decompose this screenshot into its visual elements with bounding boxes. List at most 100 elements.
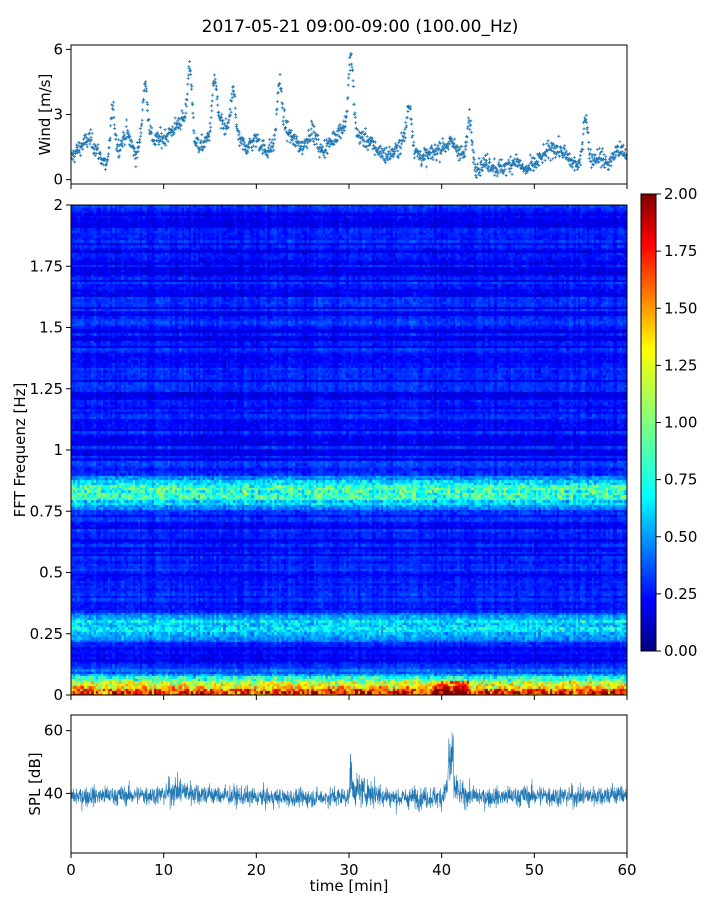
wind-point [101, 163, 105, 167]
wind-point [99, 152, 103, 156]
wind-point [89, 128, 93, 132]
wind-point [602, 153, 606, 157]
wind-point [209, 104, 213, 108]
wind-point [624, 153, 627, 157]
wind-point [525, 164, 529, 168]
wind-point [397, 141, 401, 145]
wind-point [316, 134, 320, 138]
wind-point [280, 106, 284, 110]
wind-point [488, 160, 492, 164]
spl-xtick-label: 10 [154, 861, 173, 879]
wind-point [500, 158, 504, 162]
wind-point [425, 148, 429, 152]
wind-point [466, 116, 470, 120]
wind-point [555, 152, 559, 156]
wind-point [418, 149, 422, 153]
wind-point [607, 161, 611, 165]
wind-point [318, 155, 322, 159]
wind-point [94, 145, 98, 149]
wind-point [308, 139, 312, 143]
wind-point [138, 137, 142, 141]
wind-point [493, 173, 497, 177]
wind-point [618, 140, 622, 144]
wind-point [323, 156, 327, 160]
wind-point [603, 166, 607, 170]
wind-point [327, 136, 331, 140]
wind-point [589, 159, 593, 163]
wind-point [417, 152, 421, 156]
wind-point [386, 155, 390, 159]
wind-point [336, 138, 340, 142]
wind-point [78, 150, 82, 154]
wind-point [430, 144, 434, 148]
wind-point [424, 165, 428, 169]
wind-point [156, 136, 160, 140]
wind-point [393, 149, 397, 153]
wind-point [391, 155, 395, 159]
wind-point [299, 147, 303, 151]
wind-point [584, 118, 588, 122]
wind-point [257, 137, 261, 141]
wind-point [162, 134, 166, 138]
wind-point [470, 141, 474, 145]
wind-point [199, 139, 203, 143]
spl-xtick-label: 60 [617, 861, 636, 879]
wind-point [354, 121, 358, 125]
wind-point [214, 81, 218, 85]
wind-point [332, 142, 336, 146]
wind-point [395, 144, 399, 148]
wind-point [216, 103, 220, 107]
wind-point [546, 139, 550, 143]
wind-point [192, 131, 196, 135]
wind-point [602, 162, 606, 166]
wind-point [256, 133, 260, 137]
wind-point [196, 138, 200, 142]
wind-point [503, 164, 507, 168]
wind-point [586, 131, 590, 135]
wind-point [247, 146, 251, 150]
wind-point [71, 150, 73, 154]
wind-point [365, 134, 369, 138]
wind-point [456, 146, 460, 150]
wind-point [254, 135, 258, 139]
wind-point [185, 104, 189, 108]
wind-point [616, 149, 620, 153]
wind-point [353, 111, 357, 115]
wind-point [109, 124, 113, 128]
wind-point [288, 140, 292, 144]
wind-point [124, 137, 128, 141]
wind-point [525, 170, 529, 174]
wind-point [262, 143, 266, 147]
spl-axes-frame [70, 714, 628, 854]
wind-point [261, 139, 265, 143]
wind-point [278, 73, 282, 77]
spectrogram-panel: 0 0.25 0.5 0.75 1 1.25 1.5 1.75 2 FFT Frequenz [… [11, 196, 628, 704]
wind-point [90, 131, 94, 135]
wind-point [175, 122, 179, 126]
wind-point [139, 134, 143, 138]
wind-point [111, 108, 115, 112]
wind-point [344, 114, 348, 118]
wind-point [581, 148, 585, 152]
wind-point [403, 127, 407, 131]
wind-point [84, 142, 88, 146]
wind-point [84, 133, 88, 137]
wind-point [121, 130, 125, 134]
wind-point [551, 142, 555, 146]
wind-point [142, 88, 146, 92]
wind-point [339, 136, 343, 140]
wind-point [474, 173, 478, 177]
wind-point [144, 84, 148, 88]
wind-point [232, 90, 236, 94]
wind-point [478, 174, 482, 178]
spectrogram-ylabel: FFT Frequenz [Hz] [11, 383, 29, 518]
wind-point [286, 120, 290, 124]
wind-point [148, 124, 152, 128]
wind-point [485, 159, 489, 163]
wind-point [417, 157, 421, 161]
wind-point [419, 153, 423, 157]
wind-point [469, 119, 473, 123]
wind-point [345, 109, 349, 113]
wind-point [389, 152, 393, 156]
wind-ytick-label: 3 [53, 106, 63, 124]
